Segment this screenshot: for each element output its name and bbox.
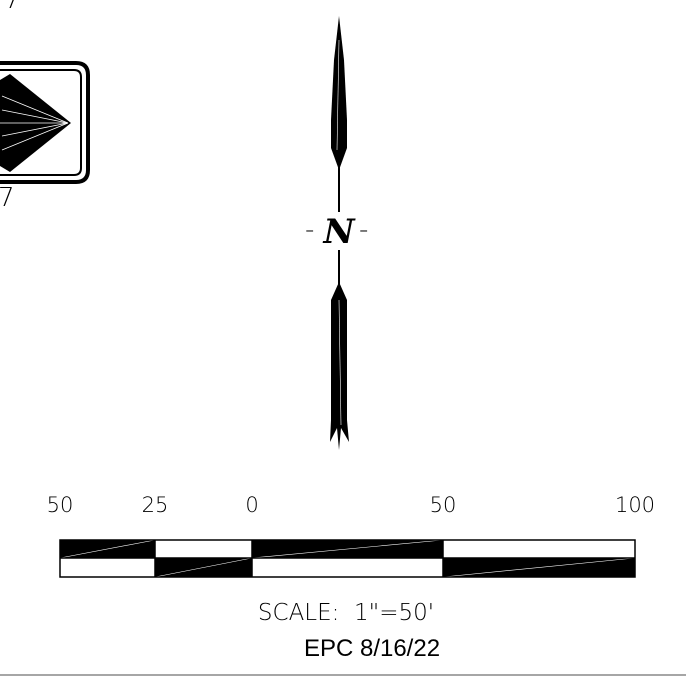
sign-top-number: 7 — [4, 0, 21, 15]
graphic-scale: 50 25 0 50 100 SCALE: 1"=50' EPC 8/16/22 — [47, 493, 655, 662]
scale-tick-label: 50 — [47, 493, 74, 517]
north-label-right-dash: - — [359, 215, 368, 245]
scale-tick-label: 50 — [430, 493, 457, 517]
scale-segment — [252, 558, 443, 577]
north-label: N — [322, 212, 356, 252]
scale-ratio-text: SCALE: 1"=50' — [258, 600, 434, 626]
north-label-left-dash: - — [305, 215, 314, 245]
scale-tick-label: 0 — [245, 493, 258, 517]
direction-sign: 7 7 — [0, 0, 90, 213]
arrow-right-icon — [0, 74, 71, 172]
north-arrow-upper-blade — [331, 16, 347, 170]
scale-segment — [60, 558, 155, 577]
north-arrow: - N - — [305, 16, 368, 450]
revision-stamp: EPC 8/16/22 — [304, 635, 440, 662]
sign-frame — [0, 61, 90, 184]
scale-segment — [443, 540, 635, 558]
scale-segment — [155, 540, 252, 558]
scale-tick-label: 25 — [142, 493, 169, 517]
scale-tick-label: 100 — [615, 493, 655, 517]
sign-bottom-number: 7 — [0, 183, 15, 213]
north-arrow-lower-blade — [330, 282, 349, 450]
